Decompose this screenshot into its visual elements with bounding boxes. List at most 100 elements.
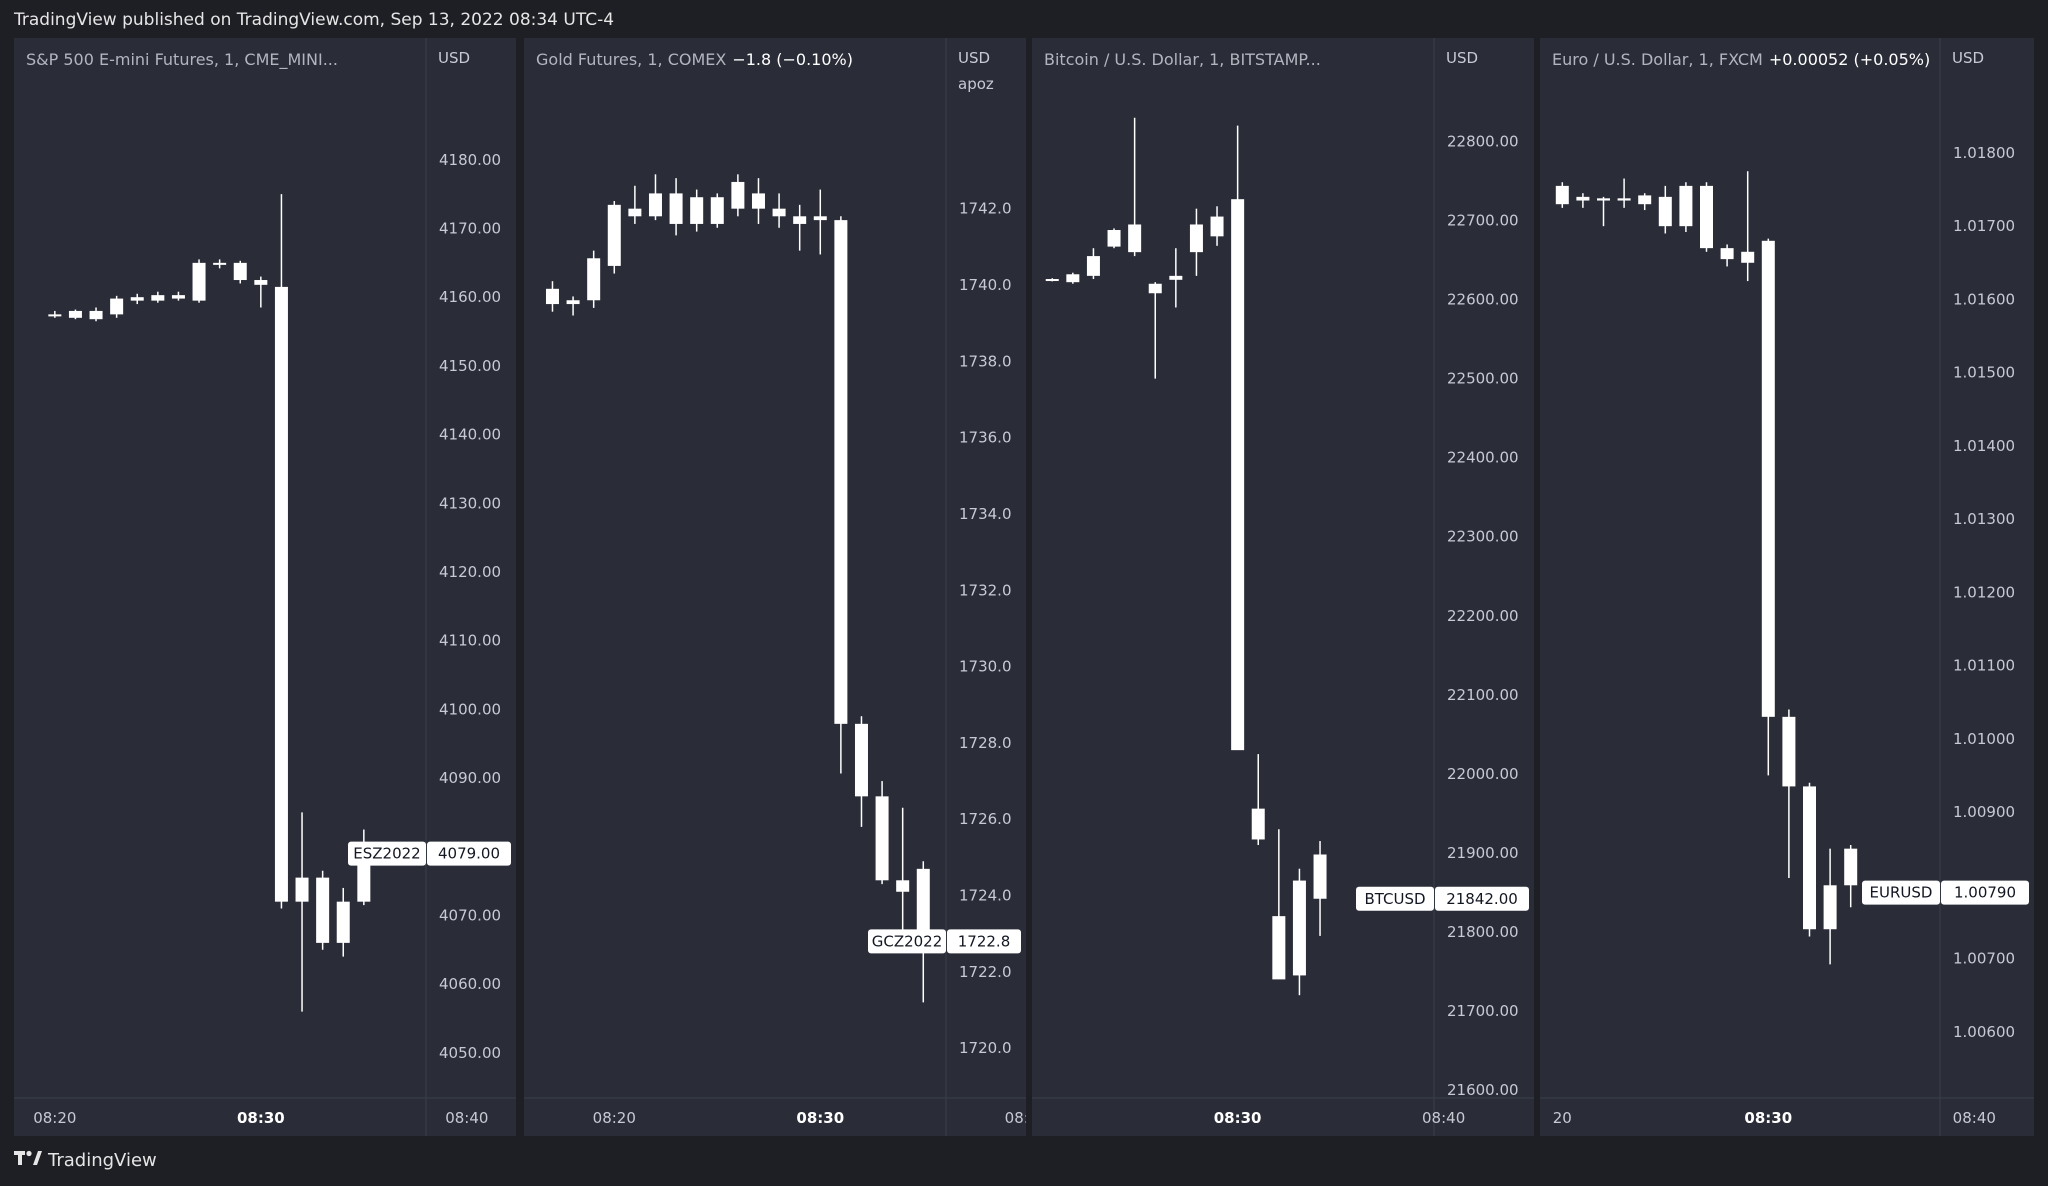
candle[interactable] bbox=[151, 291, 165, 303]
candle[interactable] bbox=[628, 185, 642, 224]
candle[interactable] bbox=[213, 259, 227, 269]
candle-body bbox=[1086, 256, 1100, 276]
y-tick-label: 1.01700 bbox=[1953, 217, 2015, 235]
candle[interactable] bbox=[48, 310, 62, 318]
y-tick-label: 4050.00 bbox=[439, 1044, 501, 1062]
candle-body bbox=[1782, 716, 1796, 787]
candle[interactable] bbox=[1638, 193, 1652, 211]
candle-body bbox=[772, 208, 786, 217]
candle-body bbox=[110, 298, 124, 315]
candle[interactable] bbox=[1189, 208, 1203, 276]
candle-body bbox=[254, 280, 268, 285]
chart-symbol-label: S&P 500 E-mini Futures, 1, CME_MINI... bbox=[26, 50, 338, 69]
candle[interactable] bbox=[1210, 206, 1224, 246]
candle[interactable] bbox=[772, 193, 786, 228]
chart-title[interactable]: Gold Futures, 1, COMEX −1.8 (−0.10%) bbox=[536, 50, 853, 69]
candle[interactable] bbox=[1803, 782, 1816, 937]
candle[interactable] bbox=[1086, 248, 1100, 280]
x-tick-label: 08:40 bbox=[1005, 1109, 1026, 1127]
footer-brand[interactable]: TradingView bbox=[14, 1150, 157, 1171]
chart-panel-2[interactable]: USD apoz 1742.0 1740.0 1738.0 1736.0 1734.0 173… bbox=[524, 38, 1026, 1136]
candle[interactable] bbox=[1169, 248, 1183, 308]
chart-panel-3[interactable]: USD 22800.00 22700.00 22600.00 22500.00 22400… bbox=[1032, 38, 1534, 1136]
candle[interactable] bbox=[896, 807, 910, 942]
candle[interactable] bbox=[233, 260, 247, 284]
candle[interactable] bbox=[1292, 868, 1306, 996]
candle[interactable] bbox=[192, 259, 206, 303]
y-tick-label: 1720.0 bbox=[959, 1039, 1012, 1057]
candle-body bbox=[628, 208, 642, 217]
candle[interactable] bbox=[295, 812, 309, 1012]
candle[interactable] bbox=[587, 250, 601, 308]
candle[interactable] bbox=[1782, 709, 1796, 878]
candle[interactable] bbox=[710, 193, 724, 228]
candle[interactable] bbox=[751, 178, 765, 224]
candle[interactable] bbox=[1555, 182, 1569, 208]
candle[interactable] bbox=[1617, 178, 1631, 208]
candle[interactable] bbox=[1128, 117, 1142, 257]
candle[interactable] bbox=[89, 307, 103, 322]
candle[interactable] bbox=[607, 201, 621, 274]
chart-panel-1[interactable]: USD 4180.00 4170.00 4160.00 4150.00 4140.00 41… bbox=[14, 38, 516, 1136]
chart-panel-4[interactable]: USD 1.01800 1.01700 1.01600 1.01500 1.01400 1.… bbox=[1540, 38, 2034, 1136]
candle-body bbox=[1231, 199, 1245, 751]
candle-body bbox=[1844, 848, 1858, 886]
candle[interactable] bbox=[793, 204, 807, 251]
candle[interactable] bbox=[1148, 282, 1162, 379]
candle[interactable] bbox=[1251, 754, 1265, 845]
y-tick-label: 21900.00 bbox=[1447, 844, 1519, 862]
chart-title[interactable]: Euro / U.S. Dollar, 1, FXCM +0.00052 (+0.… bbox=[1552, 50, 1930, 69]
candle-body bbox=[731, 181, 745, 209]
candle[interactable] bbox=[1597, 196, 1610, 227]
candle[interactable] bbox=[1045, 278, 1059, 282]
candle[interactable] bbox=[854, 716, 868, 827]
candle[interactable] bbox=[1272, 829, 1286, 980]
candle[interactable] bbox=[357, 829, 371, 906]
candle-body bbox=[751, 193, 765, 209]
candle[interactable] bbox=[171, 291, 185, 301]
chart-title[interactable]: S&P 500 E-mini Futures, 1, CME_MINI... bbox=[26, 50, 338, 69]
candle[interactable] bbox=[834, 216, 848, 774]
x-tick-label: 08:30 bbox=[796, 1109, 844, 1127]
candle[interactable] bbox=[1576, 193, 1590, 208]
candle-body bbox=[213, 262, 227, 265]
candle[interactable] bbox=[110, 295, 124, 318]
candle-body bbox=[1597, 198, 1610, 201]
candle[interactable] bbox=[1741, 171, 1755, 282]
candle[interactable] bbox=[254, 276, 268, 308]
candle[interactable] bbox=[545, 281, 559, 312]
candle[interactable] bbox=[1107, 228, 1121, 249]
candle[interactable] bbox=[690, 189, 704, 232]
candle[interactable] bbox=[1231, 125, 1245, 751]
candle[interactable] bbox=[1313, 841, 1327, 936]
candle[interactable] bbox=[813, 189, 827, 255]
candle[interactable] bbox=[648, 174, 662, 221]
candle[interactable] bbox=[1658, 185, 1672, 234]
candle[interactable] bbox=[731, 174, 745, 217]
candle-body bbox=[1148, 283, 1162, 294]
y-tick-label: 21600.00 bbox=[1447, 1081, 1519, 1099]
candle-body bbox=[1066, 274, 1080, 283]
candle[interactable] bbox=[1720, 244, 1734, 267]
candle[interactable] bbox=[274, 194, 288, 909]
chart-title[interactable]: Bitcoin / U.S. Dollar, 1, BITSTAMP... bbox=[1044, 50, 1321, 69]
candle[interactable] bbox=[566, 296, 580, 316]
y-tick-label: 1.01000 bbox=[1953, 730, 2015, 748]
candle[interactable] bbox=[1844, 845, 1858, 908]
last-price-value: 1722.8 bbox=[958, 932, 1011, 950]
candle[interactable] bbox=[1823, 848, 1837, 965]
candle[interactable] bbox=[130, 293, 144, 305]
candle[interactable] bbox=[1700, 182, 1713, 252]
candle[interactable] bbox=[1761, 238, 1775, 776]
candle[interactable] bbox=[1066, 272, 1080, 284]
candle[interactable] bbox=[316, 870, 330, 950]
y-tick-label: 1.01600 bbox=[1953, 290, 2015, 308]
candle[interactable] bbox=[68, 309, 82, 320]
candle[interactable] bbox=[336, 887, 350, 957]
candle[interactable] bbox=[875, 781, 889, 885]
candle[interactable] bbox=[669, 178, 683, 236]
y-tick-label: 1726.0 bbox=[959, 810, 1012, 828]
candle[interactable] bbox=[1679, 182, 1693, 233]
candle-body bbox=[834, 220, 848, 724]
candle-body bbox=[587, 258, 601, 301]
